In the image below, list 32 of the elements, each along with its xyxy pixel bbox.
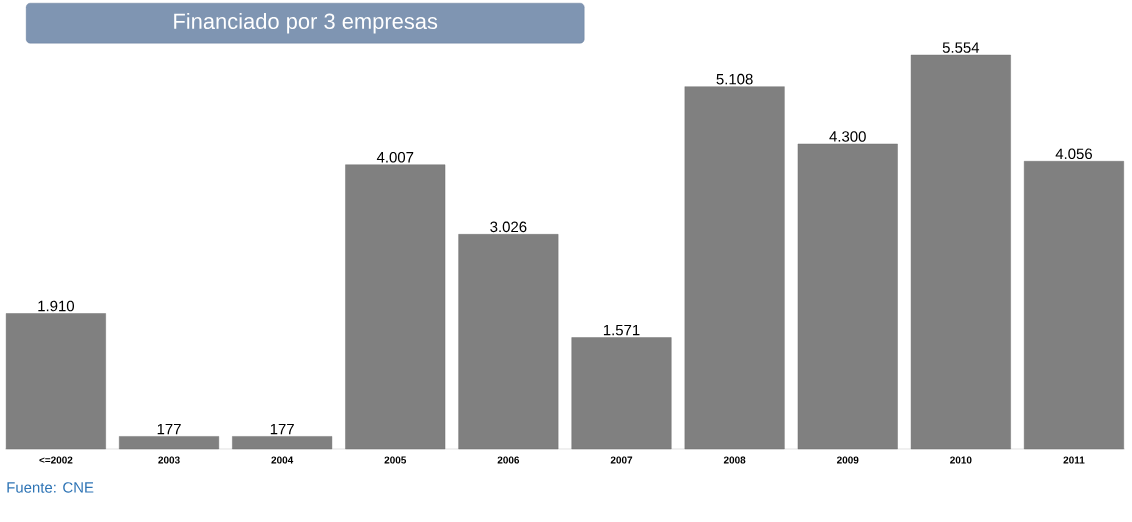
bar — [910, 54, 1011, 450]
x-tick-label: <=2002 — [39, 456, 73, 464]
bar — [5, 313, 106, 450]
chart-title: Financiado por 3 empresas — [174, 12, 438, 34]
data-label: 1.571 — [603, 324, 640, 336]
data-label: 4.056 — [1055, 148, 1092, 160]
x-tick-label: 2010 — [950, 456, 972, 464]
bar — [1023, 161, 1124, 450]
x-tick-label: 2007 — [610, 456, 633, 464]
bar — [571, 337, 672, 450]
bar — [119, 436, 219, 450]
x-tick-label: 2008 — [723, 456, 746, 464]
bar — [232, 436, 333, 450]
data-label: 5.554 — [942, 42, 980, 53]
bar — [458, 234, 559, 450]
data-label: 4.300 — [829, 131, 866, 142]
data-label: 177 — [157, 423, 181, 435]
x-tick-label: 2006 — [497, 456, 520, 464]
bar — [797, 143, 898, 450]
x-tick-label: 2005 — [384, 456, 407, 464]
bar — [684, 86, 785, 450]
data-label: 4.007 — [376, 151, 414, 163]
x-tick-label: 2004 — [271, 456, 294, 464]
x-tick-label: 2003 — [158, 456, 180, 464]
x-tick-label: 2011 — [1063, 456, 1085, 464]
data-label: 3.026 — [490, 221, 527, 233]
source-note: Fuente: CNE — [7, 482, 94, 493]
data-label: 177 — [270, 423, 294, 435]
x-tick-label: 2009 — [836, 456, 859, 464]
bar — [345, 164, 446, 450]
data-label: 1.910 — [38, 300, 75, 312]
data-label: 5.108 — [716, 73, 753, 85]
